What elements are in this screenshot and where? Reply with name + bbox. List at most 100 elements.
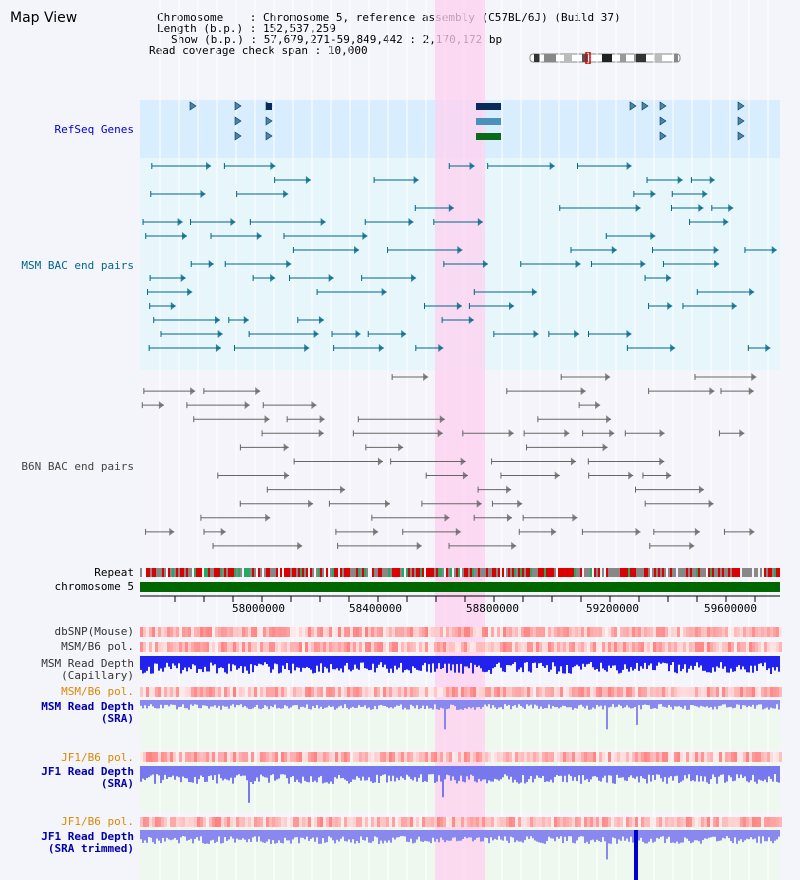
b6n-bac-features[interactable] (141, 373, 757, 550)
msm-sra-depth-bar (348, 700, 350, 710)
ruler-label-1: 58000000 (232, 602, 285, 615)
msm-cap-depth-bar (146, 656, 148, 671)
repeat-cell (230, 568, 232, 577)
msm-cap-depth-bar (620, 656, 622, 673)
msm-sra-depth-bar (212, 700, 214, 707)
jf1-pol2-cell (410, 817, 413, 827)
repeat-cell (184, 568, 186, 577)
msm-pol-cell (200, 642, 203, 652)
b6n-bac-pair-end (437, 429, 443, 438)
msm-cap-depth-bar (324, 656, 326, 667)
jf1-trim-depth-bar (444, 830, 446, 843)
repeat-cell (400, 568, 402, 577)
repeat-cell (226, 568, 228, 577)
msm-sra-depth-bar (550, 700, 552, 709)
msm-pol2-cell (263, 687, 266, 697)
dbsnp-cell (350, 627, 353, 637)
dbsnp-cell (605, 627, 608, 637)
jf1-trim-depth-bar (206, 830, 208, 844)
jf1-sra-depth-bar (154, 766, 156, 784)
msm-cap-depth-bar (322, 656, 324, 673)
refseq-features[interactable] (189, 101, 745, 141)
msm-pol2-cell (743, 687, 746, 697)
track-label-msm-bac[interactable]: MSM BAC end pairs (21, 259, 134, 272)
msm-cap-depth-bar (384, 656, 386, 665)
msm-cap-depth-bar (176, 656, 178, 669)
msm-bac-features[interactable] (142, 162, 777, 352)
jf1-trim-spike (634, 830, 638, 880)
jf1-pol2-cell (716, 817, 719, 827)
repeat-cell (728, 568, 730, 577)
msm-cap-depth-bar (520, 656, 522, 668)
jf1-sra-depth-bar (242, 766, 244, 776)
jf1-trim-depth-bar (384, 830, 386, 841)
msm-pol-cell (413, 642, 416, 652)
msm-bac-pair-end (243, 316, 249, 324)
track-label-b6n-bac[interactable]: B6N BAC end pairs (21, 460, 134, 473)
jf1-pol2-cell (683, 817, 686, 827)
msm-pol2-cell (776, 687, 779, 697)
msm-sra-depth-bar (744, 700, 746, 706)
msm-pol2-cell (167, 687, 170, 697)
jf1-sra-depth-bar (158, 766, 160, 776)
repeat-cell (250, 568, 252, 577)
msm-cap-depth-bar (420, 656, 422, 671)
jf1-pol-cell (662, 752, 665, 762)
jf1-trim-depth-bar (606, 830, 608, 860)
msm-pol-cell (545, 642, 548, 652)
jf1-pol2-cell (569, 817, 572, 827)
msm-pol2-cell (737, 687, 740, 697)
jf1-trim-depth-bar (414, 830, 416, 843)
b6n-bac-pair-end (564, 429, 570, 438)
msm-cap-depth-bar (432, 656, 434, 664)
jf1-pol2-cell (650, 817, 653, 827)
gene-marker (234, 131, 242, 141)
msm-sra-depth-bar (174, 700, 176, 705)
dbsnp-cell (734, 627, 737, 637)
msm-pol-cell (698, 642, 701, 652)
jf1-pol-cell (398, 752, 401, 762)
jf1-pol2-cell (140, 817, 143, 827)
msm-cap-depth-bar (670, 656, 672, 666)
msm-pol2-cell (569, 687, 572, 697)
repeat-cell (732, 568, 734, 577)
repeat-cell (252, 568, 254, 577)
dbsnp-cell (722, 627, 725, 637)
jf1-pol-cell (668, 752, 671, 762)
msm-cap-depth-bar (528, 656, 530, 672)
msm-sra-depth-bar (322, 700, 324, 709)
repeat-cell (212, 568, 214, 577)
msm-bac-pair-end (666, 274, 672, 282)
jf1-pol2-cell (437, 817, 440, 827)
repeat-cell (276, 568, 278, 577)
msm-sra-depth-bar (366, 700, 368, 709)
msm-sra-depth-bar (152, 700, 154, 707)
jf1-trim-depth-bar (590, 830, 592, 841)
msm-pol-cell (380, 642, 383, 652)
repeat-cell (408, 568, 410, 577)
dbsnp-cell (311, 627, 314, 637)
msm-pol-cell (284, 642, 287, 652)
jf1-sra-depth-bar (188, 766, 190, 783)
msm-pol2-cell (440, 687, 443, 697)
jf1-sra-depth-bar (642, 766, 644, 779)
msm-pol2-cell (695, 687, 698, 697)
dbsnp-cell (335, 627, 338, 637)
repeat-cell (344, 568, 346, 577)
jf1-pol-cell (485, 752, 488, 762)
jf1-pol2-cell (281, 817, 284, 827)
msm-sra-depth-bar (276, 700, 278, 709)
jf1-pol2-cell (764, 817, 767, 827)
msm-cap-depth-bar (662, 656, 664, 663)
track-label-refseq[interactable]: RefSeq Genes (54, 123, 134, 136)
jf1-pol-cell (293, 752, 296, 762)
chromosome-ideogram[interactable] (528, 52, 684, 64)
msm-sra-depth-bar (772, 700, 774, 709)
msm-sra-depth-bar (660, 700, 662, 705)
msm-cap-depth-bar (524, 656, 526, 663)
jf1-pol2-cell (539, 817, 542, 827)
repeat-cell (522, 568, 524, 577)
jf1-sra-depth-bar (676, 766, 678, 776)
jf1-trim-depth-bar (762, 830, 764, 837)
